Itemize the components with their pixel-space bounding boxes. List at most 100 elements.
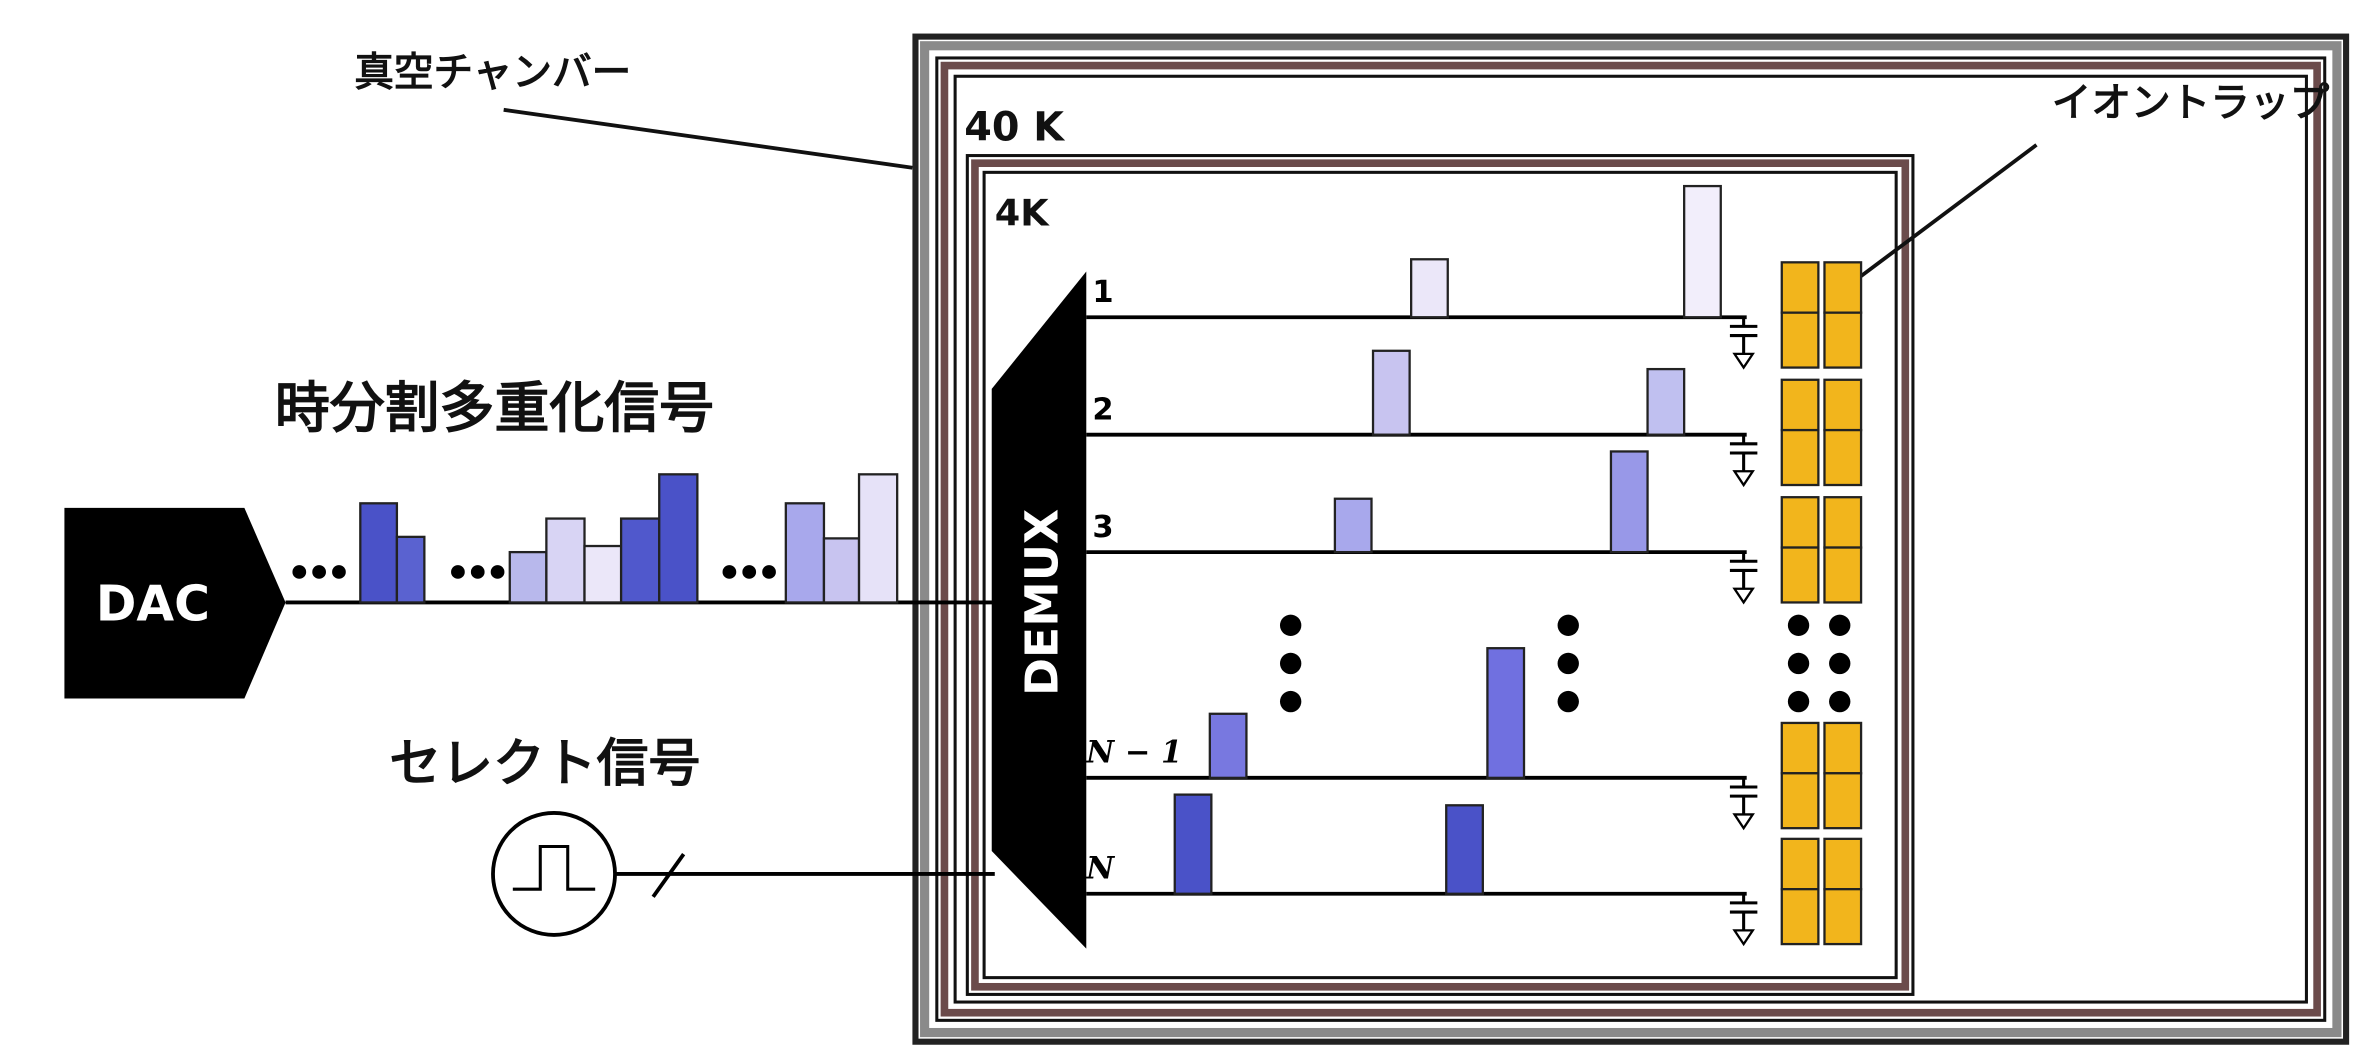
ground	[1732, 813, 1755, 831]
ellipsis-dot	[1787, 652, 1810, 675]
ellipsis-dot	[722, 565, 737, 579]
trap-electrode	[1823, 772, 1863, 830]
ellipsis-dot	[1787, 614, 1810, 636]
channel-label: 1	[1092, 275, 1113, 310]
ellipsis-dot	[1279, 652, 1302, 675]
trap-electrode	[1823, 721, 1863, 775]
demux-block	[991, 271, 1087, 949]
pulse	[395, 535, 426, 604]
demux-label: DEMUX	[1015, 509, 1068, 696]
pulse	[822, 537, 861, 604]
bus-slash	[651, 852, 686, 898]
shield-4k	[982, 170, 1898, 980]
ellipsis-dot	[1279, 690, 1302, 713]
ellipsis-dot	[1279, 614, 1302, 636]
ellipsis-dot	[762, 565, 776, 579]
ellipsis-dot	[1787, 690, 1810, 713]
capacitor	[1729, 777, 1758, 815]
pulse	[583, 544, 623, 604]
shield-40k	[940, 61, 2321, 1017]
trap-electrode	[1780, 546, 1820, 604]
ellipsis-dot	[1829, 690, 1851, 713]
capacitor	[1729, 552, 1758, 589]
ground	[1732, 929, 1755, 947]
shield-4k	[971, 159, 1910, 991]
trap-electrode	[1823, 261, 1863, 314]
trap-electrode	[1823, 837, 1863, 891]
pulse	[619, 517, 661, 604]
tdm-signal-label: 時分割多重化信号	[275, 376, 714, 440]
trap-electrode	[1823, 496, 1863, 549]
channel-label: 3	[1092, 510, 1113, 545]
ion-trap-label: イオントラップ	[2052, 80, 2330, 126]
pulse	[857, 473, 899, 604]
pulse-icon	[512, 844, 596, 891]
trap-electrode	[1823, 311, 1863, 369]
ellipsis-dot	[451, 565, 465, 579]
trap-electrode	[1823, 428, 1863, 487]
pulse	[1333, 497, 1373, 554]
channel-label: 2	[1092, 392, 1113, 427]
ellipsis-dot	[312, 565, 326, 579]
pulse	[545, 517, 586, 604]
trap-electrode	[1780, 837, 1820, 891]
ellipsis-dot	[490, 565, 505, 579]
trap-electrode	[1823, 378, 1863, 432]
vacuum-chamber-wall	[920, 41, 2342, 1038]
ellipsis-dot	[332, 565, 346, 579]
ellipsis-dot	[742, 565, 757, 579]
pulse-source	[491, 811, 617, 937]
pulse	[1371, 349, 1411, 436]
channel-label: N	[1085, 851, 1115, 887]
ground	[1732, 470, 1755, 488]
trap-electrode	[1780, 888, 1820, 946]
pulse	[784, 502, 826, 604]
ellipsis-dot	[1829, 652, 1851, 675]
trap-electrode	[1780, 378, 1820, 432]
capacitor	[1729, 893, 1758, 931]
trap-electrode	[1823, 888, 1863, 946]
leader-line	[1841, 143, 2038, 292]
ellipsis-dot	[292, 565, 307, 579]
pulse	[658, 473, 699, 604]
dac-block	[64, 507, 286, 699]
channel-label: N − 1	[1085, 735, 1182, 771]
dac-label: DAC	[96, 576, 210, 633]
ellipsis-dot	[1557, 652, 1579, 675]
ellipsis-dot	[1557, 690, 1579, 713]
vacuum-chamber-label: 真空チャンバー	[354, 49, 631, 95]
vacuum-chamber-wall	[912, 33, 2350, 1045]
ellipsis-dot	[1557, 614, 1579, 636]
pulse	[1410, 258, 1449, 319]
pulse	[1486, 647, 1526, 779]
signal-shapes: 1 2 3 N − 1 N	[292, 184, 1863, 947]
pulse	[1208, 712, 1248, 779]
trap-electrode	[1823, 546, 1863, 604]
stage-4k-label: 4K	[995, 192, 1050, 235]
pulse	[359, 502, 399, 604]
ellipsis-dot	[1829, 614, 1851, 636]
trap-electrode	[1780, 428, 1820, 487]
pulse	[1646, 367, 1686, 436]
trap-electrode	[1780, 721, 1820, 775]
shield-40k	[953, 74, 2308, 1004]
pulse	[1609, 450, 1649, 554]
pulse	[1445, 804, 1484, 895]
trap-electrode	[1780, 261, 1820, 314]
pulse	[1683, 184, 1722, 319]
capacitor	[1729, 434, 1758, 472]
pulse	[508, 550, 548, 604]
select-signal-label: セレクト信号	[389, 734, 700, 794]
leader-line	[503, 107, 913, 170]
shield-40k	[935, 56, 2327, 1022]
trap-electrode	[1780, 496, 1820, 549]
trap-electrode	[1780, 311, 1820, 369]
stage-40k-label: 40 K	[964, 104, 1065, 150]
ground	[1732, 352, 1755, 370]
trap-electrode	[1780, 772, 1820, 830]
shield-4k	[965, 154, 1915, 996]
ground	[1732, 587, 1755, 605]
pulse	[1173, 793, 1213, 895]
